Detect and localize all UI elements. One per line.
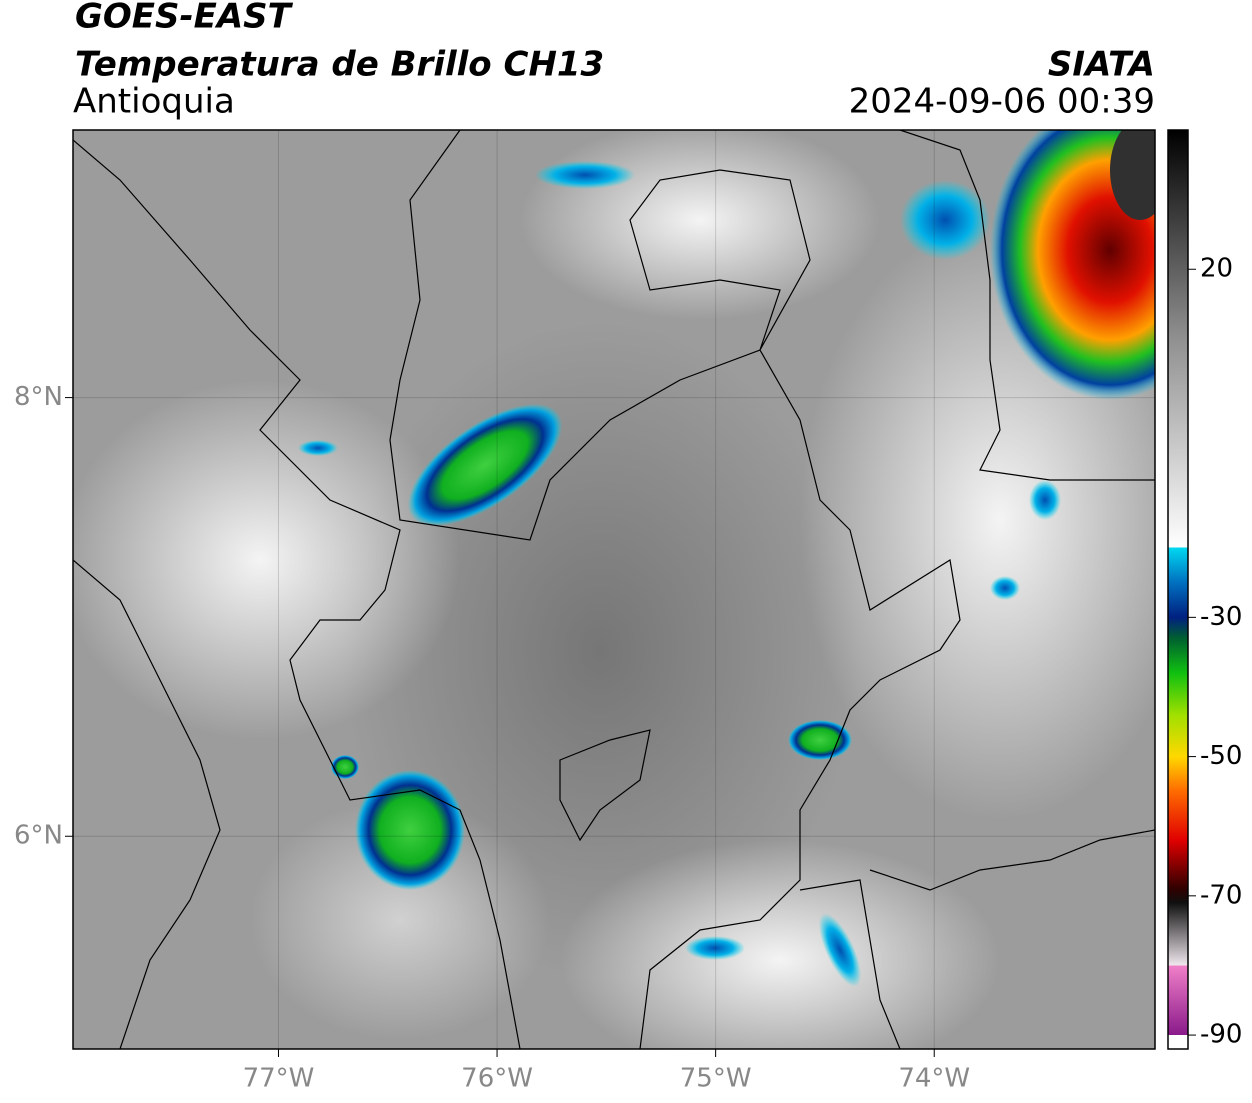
colorbar: [1167, 129, 1189, 1050]
x-tick-label: 75°W: [680, 1064, 752, 1094]
grid: [73, 130, 1155, 1049]
x-tick-label: 77°W: [243, 1064, 315, 1094]
y-tick-label: 8°N: [14, 382, 63, 412]
colorbar-tick-label: -30: [1200, 602, 1242, 632]
colorbar-tick-label: 20: [1200, 254, 1233, 284]
x-tick-label: 74°W: [898, 1064, 970, 1094]
datetime: 2024-09-06 00:39: [849, 82, 1155, 122]
region: Antioquia: [73, 82, 235, 122]
product-title: Temperatura de Brillo CH13: [75, 45, 604, 85]
x-tick-label: 76°W: [461, 1064, 533, 1094]
colorbar-tick-label: -90: [1200, 1020, 1242, 1050]
map-image: [73, 130, 1155, 1049]
colorbar-tick-label: -50: [1200, 741, 1242, 771]
source: SIATA: [1048, 45, 1155, 85]
satellite-title: GOES-EAST: [75, 0, 294, 37]
colorbar-tick-label: -70: [1200, 880, 1242, 910]
y-tick-label: 6°N: [14, 821, 63, 851]
map-frame: [72, 129, 1156, 1050]
